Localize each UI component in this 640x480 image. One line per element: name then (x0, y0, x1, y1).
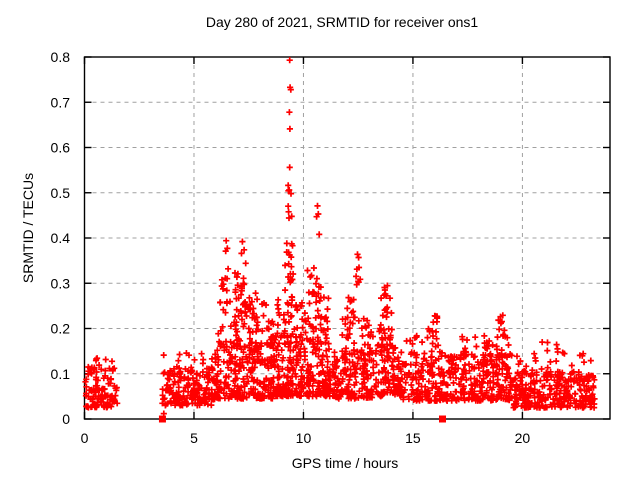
y-tick-label: 0.2 (51, 321, 71, 337)
chart-title: Day 280 of 2021, SRMTID for receiver ons… (206, 14, 479, 30)
y-tick-label: 0 (62, 411, 70, 427)
scatter-points (82, 57, 598, 423)
zero-value-square-marker (158, 415, 166, 423)
zero-value-square-marker (438, 415, 446, 423)
y-tick-label: 0.6 (51, 140, 71, 156)
plot-border (83, 56, 611, 420)
x-tick-label: 5 (190, 430, 198, 446)
x-axis-title: GPS time / hours (292, 455, 399, 471)
x-tick-label: 10 (296, 430, 312, 446)
axes-and-ticks: 0 5 10 15 20 0 0.1 0.2 0.3 0.4 0.5 0.6 0.7 0.8 (51, 49, 611, 446)
x-tick-label: 0 (81, 430, 89, 446)
y-tick-label: 0.3 (51, 275, 71, 291)
x-tick-label: 15 (405, 430, 421, 446)
gridlines (84, 57, 610, 419)
y-tick-label: 0.5 (51, 185, 71, 201)
y-axis-title: SRMTID / TECUs (20, 173, 36, 283)
y-tick-label: 0.8 (51, 49, 71, 65)
data-point-markers (82, 57, 598, 417)
y-tick-label: 0.4 (51, 230, 71, 246)
y-tick-label: 0.1 (51, 366, 71, 382)
y-tick-label: 0.7 (51, 94, 71, 110)
x-tick-label: 20 (515, 430, 531, 446)
